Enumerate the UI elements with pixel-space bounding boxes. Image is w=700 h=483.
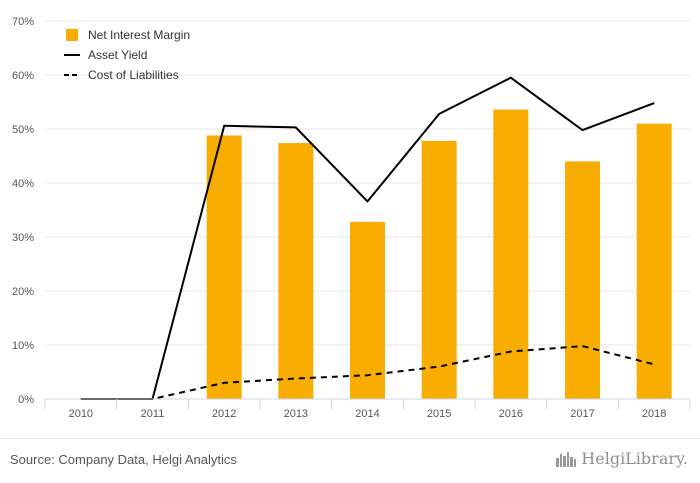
bar [421, 140, 457, 399]
y-tick-label: 40% [12, 178, 34, 190]
bar [206, 135, 242, 400]
lines [80, 76, 655, 400]
brand-logo[interactable]: HelgiLibrary. [555, 449, 688, 468]
y-tick-label: 10% [12, 340, 34, 352]
helgi-skyline-icon [555, 450, 577, 468]
axes: 0% 10% 20% 30% 40% 50% 60% 70% 2010 2011 2012 2013 2… [12, 16, 691, 420]
x-tick-label: 2011 [141, 408, 165, 420]
footer: Source: Company Data, Helgi Analytics He… [0, 438, 700, 483]
x-tick-label: 2016 [499, 408, 523, 420]
y-tick-label: 50% [12, 124, 34, 136]
y-tick-label: 0% [18, 394, 34, 406]
x-tick-label: 2013 [284, 408, 308, 420]
x-tick-label: 2017 [570, 408, 594, 420]
brand-name: HelgiLibrary. [581, 449, 688, 468]
legend-label: Net Interest Margin [88, 28, 190, 42]
legend-label: Cost of Liabilities [88, 68, 179, 82]
series-line [80, 345, 655, 400]
bar [636, 123, 672, 399]
legend: Net Interest Margin Asset Yield Cost of Li… [64, 28, 190, 82]
y-tick-label: 30% [12, 232, 34, 244]
bar [493, 109, 529, 399]
x-tick-label: 2014 [355, 408, 379, 420]
bar [278, 143, 314, 399]
legend-symbol [66, 29, 78, 41]
x-tick-label: 2015 [427, 408, 451, 420]
y-tick-label: 20% [12, 286, 34, 298]
bar [565, 161, 600, 399]
x-tick-label: 2018 [642, 408, 666, 420]
source-note: Source: Company Data, Helgi Analytics [10, 452, 237, 467]
legend-label: Asset Yield [88, 48, 147, 62]
series-line [80, 76, 655, 400]
y-tick-label: 60% [12, 70, 34, 82]
chart: 0% 10% 20% 30% 40% 50% 60% 70% 2010 2011 2012 2013 2… [12, 16, 691, 420]
x-tick-label: 2012 [212, 408, 236, 420]
x-tick-label: 2010 [69, 408, 93, 420]
bars [206, 109, 672, 400]
y-tick-label: 70% [12, 16, 34, 28]
bar [350, 221, 385, 399]
